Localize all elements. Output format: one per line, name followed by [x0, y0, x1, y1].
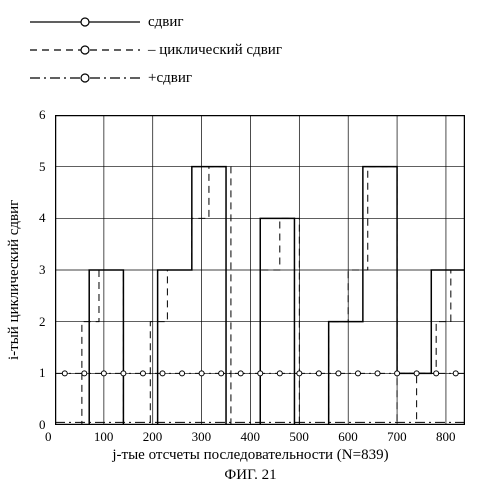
y-tick-label: 1 [39, 365, 46, 381]
legend-item: +сдвиг [30, 66, 282, 90]
x-tick-label: 500 [289, 429, 309, 445]
x-tick-label: 100 [94, 429, 114, 445]
y-tick-label: 6 [39, 107, 46, 123]
x-tick-label: 200 [143, 429, 163, 445]
y-axis-label: i-тый циклический сдвиг [6, 200, 23, 360]
x-tick-label: 300 [192, 429, 212, 445]
x-tick-label: 400 [240, 429, 260, 445]
y-tick-label: 5 [39, 159, 46, 175]
x-axis-label: j-тые отсчеты последовательности (N=839) [0, 447, 501, 464]
legend-item: сдвиг [30, 10, 282, 34]
y-tick-label: 3 [39, 262, 46, 278]
y-tick-label: 4 [39, 210, 46, 226]
legend-label: – циклический сдвиг [148, 42, 282, 59]
chart-plot-area [55, 115, 465, 425]
y-tick-label: 0 [39, 417, 46, 433]
y-tick-label: 2 [39, 314, 46, 330]
x-tick-label: 600 [338, 429, 358, 445]
legend-label: +сдвиг [148, 70, 192, 87]
legend: сдвиг – циклический сдвиг +сдвиг [30, 10, 282, 94]
x-tick-label: 800 [436, 429, 456, 445]
figure-caption: ФИГ. 21 [0, 467, 501, 484]
x-tick-label: 0 [45, 429, 52, 445]
legend-item: – циклический сдвиг [30, 38, 282, 62]
x-tick-label: 700 [387, 429, 407, 445]
legend-label: сдвиг [148, 14, 184, 31]
